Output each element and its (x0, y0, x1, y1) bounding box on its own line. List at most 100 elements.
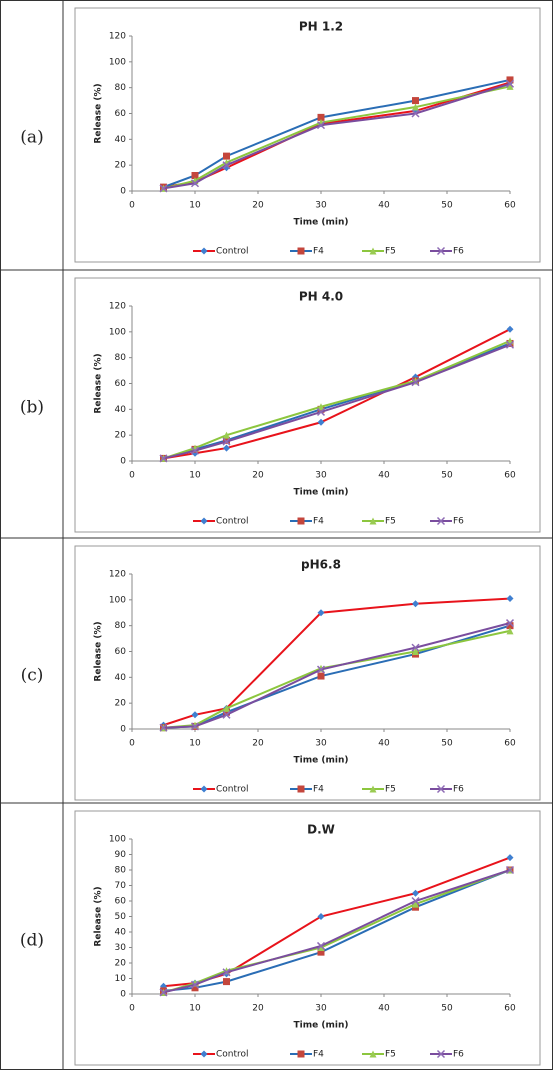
legend-marker (436, 246, 446, 256)
panel-label: (c) (21, 666, 44, 686)
x-tick-label: 0 (129, 201, 135, 211)
y-tick-label: 60 (115, 647, 127, 657)
marker (505, 865, 515, 875)
legend-label: F5 (385, 1050, 396, 1060)
x-tick-label: 30 (315, 471, 327, 481)
marker (505, 79, 515, 88)
marker (159, 454, 168, 463)
chart-frame (74, 810, 541, 1066)
x-tick-label: 0 (129, 1004, 135, 1014)
legend-label: F6 (453, 247, 464, 257)
legend-label: F6 (453, 517, 464, 527)
marker (159, 184, 168, 193)
legend-marker (369, 785, 377, 793)
legend-marker (297, 517, 305, 525)
legend-label: Control (216, 517, 249, 527)
y-tick-label: 20 (115, 431, 127, 441)
y-tick-label: 40 (115, 135, 127, 145)
x-axis-label: Time (min) (294, 756, 349, 766)
y-tick-label: 80 (115, 353, 127, 363)
marker (317, 948, 325, 956)
x-tick-label: 30 (315, 201, 327, 211)
y-tick-label: 60 (115, 109, 127, 119)
chart-frame (74, 7, 541, 263)
legend-marker (200, 785, 208, 793)
series-line (163, 339, 511, 460)
y-tick-label: 80 (115, 621, 127, 631)
legend-marker (369, 1050, 377, 1058)
legend-marker (200, 247, 208, 255)
y-tick-label: 50 (115, 912, 127, 922)
y-tick-label: 80 (115, 866, 127, 876)
series-line (163, 869, 511, 992)
marker (190, 722, 200, 731)
legend-label: Control (216, 247, 249, 257)
marker (317, 944, 325, 951)
panel-label: (b) (20, 398, 44, 418)
x-axis-label: Time (min) (294, 488, 349, 498)
y-tick-label: 10 (115, 974, 127, 984)
marker (159, 723, 168, 732)
series-line (163, 85, 511, 190)
marker (317, 672, 325, 680)
x-tick-label: 30 (315, 739, 327, 749)
panel-label: (a) (20, 128, 43, 148)
x-tick-label: 0 (129, 739, 135, 749)
y-tick-label: 20 (115, 699, 127, 709)
marker (191, 172, 199, 179)
marker (222, 710, 231, 719)
legend-label: F4 (313, 247, 324, 257)
marker (412, 97, 419, 105)
y-axis-label: Release (%) (94, 886, 104, 946)
x-tick-label: 40 (378, 739, 390, 749)
marker (316, 941, 326, 950)
y-tick-label: 0 (120, 457, 126, 467)
legend-marker (436, 784, 446, 794)
marker (411, 109, 420, 118)
y-tick-label: 0 (120, 990, 126, 1000)
marker (412, 103, 419, 111)
marker (223, 978, 230, 986)
x-tick-label: 40 (378, 1004, 390, 1014)
legend-marker (297, 785, 305, 793)
marker (317, 113, 325, 121)
marker (316, 665, 326, 674)
marker (506, 854, 514, 862)
marker (190, 446, 200, 455)
y-tick-label: 0 (120, 725, 126, 735)
series-line (163, 82, 511, 190)
legend-label: F5 (385, 785, 396, 795)
x-tick-label: 10 (189, 1004, 201, 1014)
panel-label: (d) (20, 931, 44, 951)
x-tick-label: 30 (315, 1004, 327, 1014)
y-tick-label: 40 (115, 673, 127, 683)
x-tick-label: 20 (252, 201, 264, 211)
marker (317, 609, 325, 617)
y-tick-label: 60 (115, 379, 127, 389)
y-tick-label: 40 (115, 405, 127, 415)
marker (506, 595, 514, 603)
x-tick-label: 20 (252, 471, 264, 481)
x-tick-label: 20 (252, 739, 264, 749)
series-line (163, 328, 511, 460)
marker (411, 378, 420, 387)
chart-title: D.W (307, 823, 335, 837)
x-tick-label: 60 (504, 739, 516, 749)
marker (191, 711, 199, 719)
y-tick-label: 60 (115, 897, 127, 907)
y-tick-label: 40 (115, 928, 127, 938)
marker (412, 889, 419, 897)
legend-marker (436, 1049, 446, 1059)
marker (505, 619, 515, 628)
legend-label: F4 (313, 785, 324, 795)
x-tick-label: 50 (441, 201, 453, 211)
marker (506, 627, 514, 635)
marker (223, 704, 230, 712)
marker (412, 900, 419, 908)
marker (316, 407, 326, 416)
marker (190, 980, 200, 989)
marker (159, 988, 168, 997)
y-tick-label: 120 (109, 32, 126, 42)
legend-label: Control (216, 1050, 249, 1060)
